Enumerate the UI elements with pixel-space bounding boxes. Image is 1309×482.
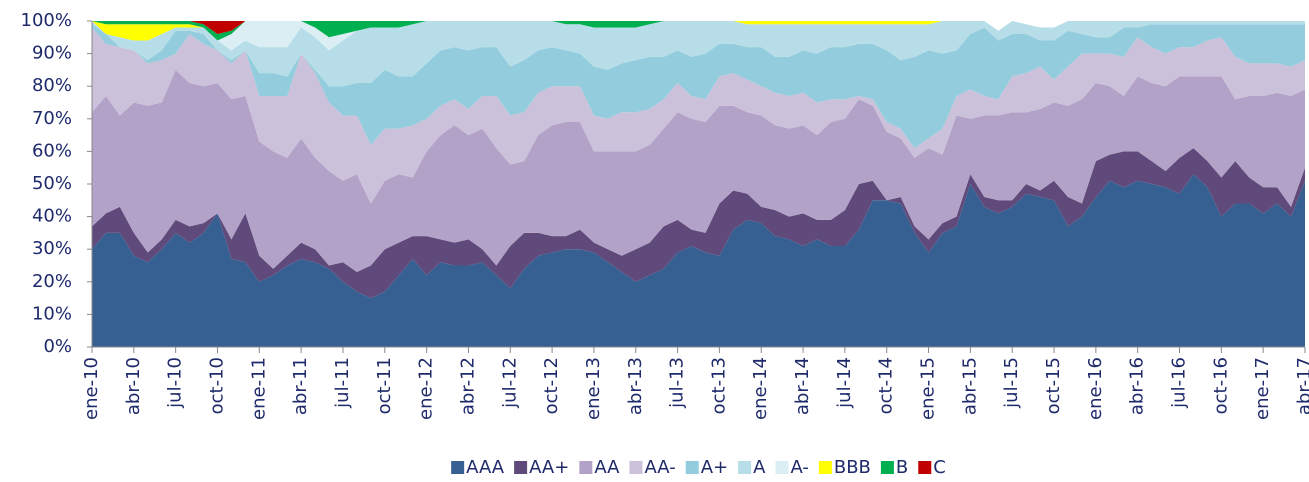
x-tick-label: abr-14 — [792, 357, 813, 415]
area — [92, 174, 1305, 347]
y-tick-label: 40% — [32, 206, 72, 227]
legend-label: BBB — [834, 457, 871, 478]
legend-swatch — [818, 461, 832, 474]
y-tick-label: 100% — [21, 10, 72, 31]
y-tick-label: 30% — [32, 238, 72, 259]
legend-label: AA- — [644, 457, 675, 478]
area — [92, 148, 1305, 299]
y-tick-label: 60% — [32, 140, 72, 161]
y-tick-label: 0% — [43, 336, 72, 357]
x-tick-label: ene-14 — [750, 357, 771, 420]
legend-label: AAA — [466, 457, 505, 478]
y-tick-label: 50% — [32, 173, 72, 194]
x-tick-label: abr-10 — [123, 357, 144, 415]
x-tick-label: oct-11 — [374, 357, 395, 414]
x-tick-label: ene-13 — [583, 357, 604, 420]
legend-swatch — [685, 461, 699, 474]
x-tick-label: abr-16 — [1127, 357, 1148, 415]
legend-label: A+ — [701, 457, 728, 478]
legend-label: AA — [594, 457, 620, 478]
legend-label: A — [753, 457, 766, 478]
x-tick-label: ene-16 — [1085, 357, 1106, 420]
area — [92, 21, 1305, 87]
x-tick-label: abr-12 — [457, 357, 478, 415]
legend-label: B — [896, 457, 908, 478]
x-tick-label: abr-11 — [290, 357, 311, 415]
x-tick-label: oct-16 — [1210, 357, 1231, 414]
legend-swatch — [514, 461, 528, 474]
y-tick-label: 70% — [32, 108, 72, 129]
legend: AAA AA+ AA AA- A+ A A- BBB B C — [451, 457, 946, 478]
x-tick-label: jul-13 — [667, 357, 688, 409]
area — [92, 21, 1305, 41]
x-tick-label: oct-15 — [1043, 357, 1064, 414]
x-tick-label: oct-13 — [708, 357, 729, 414]
x-tick-label: abr-17 — [1294, 357, 1309, 415]
y-tick-label: 10% — [32, 303, 72, 324]
area — [92, 27, 1305, 204]
area — [92, 21, 1305, 35]
x-tick-label: jul-12 — [499, 357, 520, 409]
x-tick-label: ene-10 — [81, 357, 102, 420]
y-tick-label: 20% — [32, 271, 72, 292]
area — [92, 69, 1305, 273]
x-tick-label: jul-14 — [834, 357, 855, 409]
x-tick-label: ene-12 — [416, 357, 437, 420]
legend-swatch — [629, 461, 643, 474]
x-tick-label: abr-15 — [959, 357, 980, 415]
legend-label: A- — [790, 457, 808, 478]
x-tick-label: oct-14 — [876, 357, 897, 414]
x-tick-label: jul-16 — [1169, 357, 1190, 409]
legend-swatch — [579, 461, 593, 474]
legend-swatch — [880, 461, 894, 474]
x-tick-label: oct-10 — [206, 357, 227, 414]
legend-swatch — [775, 461, 789, 474]
legend-swatch — [451, 461, 465, 474]
x-tick-label: abr-13 — [625, 357, 646, 415]
x-tick-label: jul-15 — [1001, 357, 1022, 409]
area — [92, 24, 1305, 149]
y-tick-label: 90% — [32, 43, 72, 64]
x-tick-label: ene-17 — [1252, 357, 1273, 420]
legend-label: C — [933, 457, 946, 478]
legend-label: AA+ — [529, 457, 569, 478]
x-tick-label: oct-12 — [541, 357, 562, 414]
x-tick-label: jul-11 — [332, 357, 353, 409]
legend-swatch — [738, 461, 752, 474]
legend-swatch — [918, 461, 932, 474]
x-tick-label: jul-10 — [165, 357, 186, 409]
y-tick-label: 80% — [32, 75, 72, 96]
x-tick-label: ene-15 — [918, 357, 939, 420]
x-tick-label: ene-11 — [248, 357, 269, 420]
